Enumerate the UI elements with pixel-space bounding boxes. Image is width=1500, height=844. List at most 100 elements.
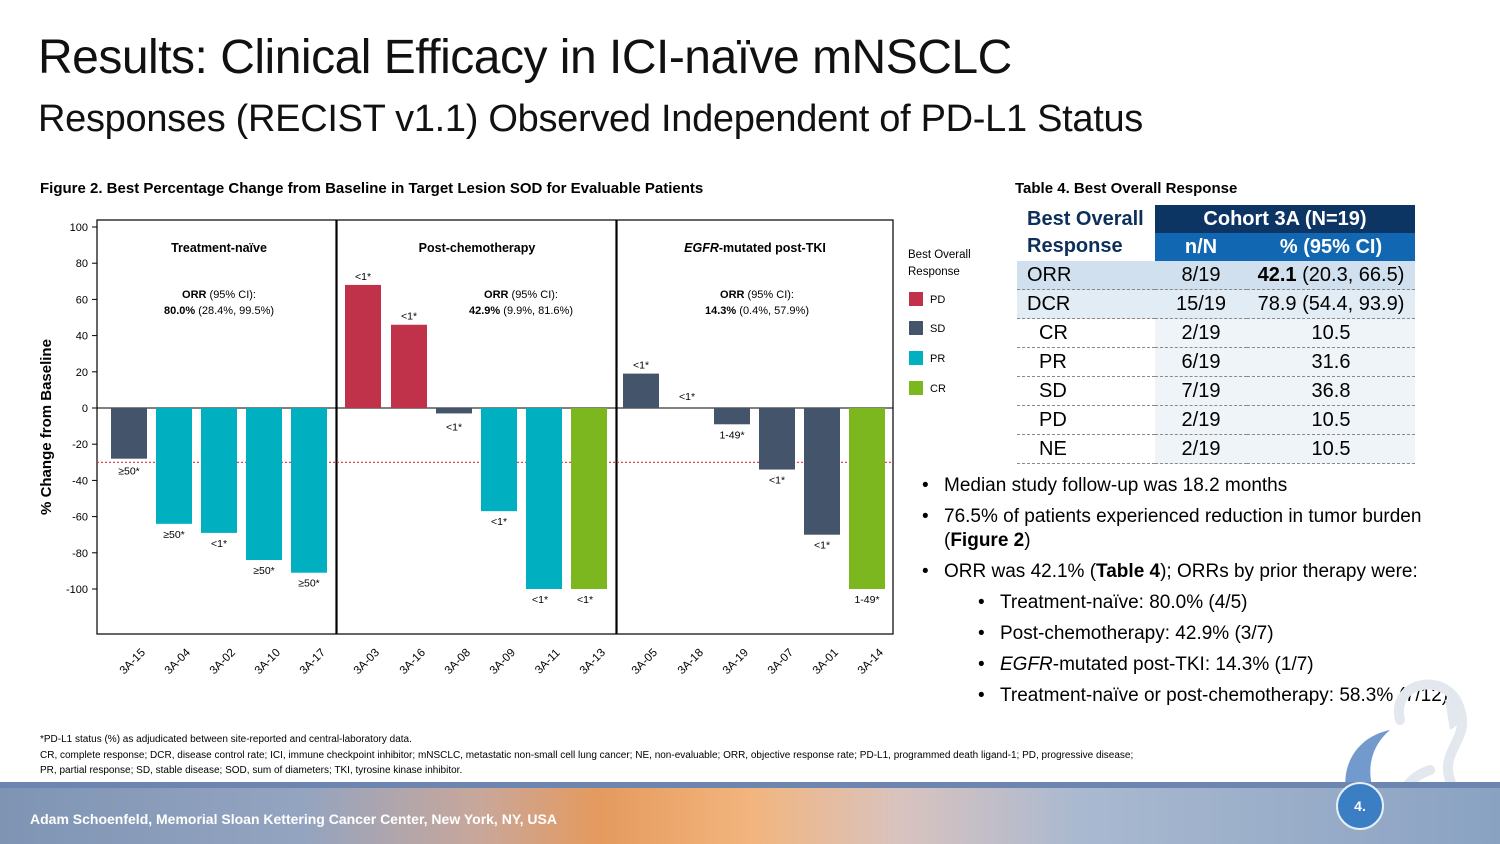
orr-ci: (9.9%, 81.6%) bbox=[500, 305, 573, 317]
bullet-text: Post-chemotherapy: 42.9% (3/7) bbox=[1000, 623, 1274, 644]
row-n: 8/19 bbox=[1155, 261, 1247, 290]
data-label: ≥50* bbox=[163, 529, 185, 541]
y-tick-label: -60 bbox=[72, 512, 88, 524]
y-tick-label: 40 bbox=[76, 331, 88, 343]
legend-title: Best Overall bbox=[908, 249, 971, 261]
legend-swatch-pr bbox=[909, 351, 923, 365]
panel-orr-value: 42.9% (9.9%, 81.6%) bbox=[469, 305, 573, 317]
table-header-left: Best Overall Response bbox=[1017, 205, 1155, 261]
bullet-text: 76.5% of patients experienced reduction … bbox=[944, 506, 1422, 551]
best-overall-response-table: Best Overall Response Cohort 3A (N=19) n… bbox=[1017, 205, 1415, 464]
bar-3A-04 bbox=[156, 408, 192, 524]
data-label: <1* bbox=[532, 594, 548, 606]
panel-orr-value: 14.3% (0.4%, 57.9%) bbox=[705, 305, 809, 317]
bar-3A-01 bbox=[804, 408, 840, 535]
bar-3A-11 bbox=[526, 408, 562, 589]
legend-swatch-cr bbox=[909, 381, 923, 395]
table-title: Table 4. Best Overall Response bbox=[1015, 180, 1238, 197]
table-header-n: n/N bbox=[1155, 233, 1247, 261]
bar-3A-15 bbox=[111, 408, 147, 459]
row-pct-rest: 10.5 bbox=[1311, 321, 1351, 344]
data-label: ≥50* bbox=[118, 466, 140, 478]
row-pct-rest: (20.3, 66.5) bbox=[1296, 263, 1405, 286]
row-n: 2/19 bbox=[1155, 434, 1247, 464]
panel-orr-heading: ORR (95% CI): bbox=[720, 289, 794, 301]
bar-3A-19 bbox=[714, 408, 750, 425]
slide-subtitle: Responses (RECIST v1.1) Observed Indepen… bbox=[38, 98, 1144, 140]
y-tick-label: 0 bbox=[82, 403, 88, 415]
bar-3A-08 bbox=[436, 408, 472, 414]
x-tick-label: 3A-03 bbox=[352, 647, 382, 677]
x-tick-label: 3A-15 bbox=[118, 647, 148, 677]
orr-ci: (28.4%, 99.5%) bbox=[195, 305, 274, 317]
table-header-line1: Best Overall bbox=[1027, 208, 1144, 230]
row-pct-rest: 78.9 (54.4, 93.9) bbox=[1257, 292, 1405, 315]
footnote-abbrev-1: CR, complete response; DCR, disease cont… bbox=[40, 750, 1134, 761]
table-row: PD 2/19 10.5 bbox=[1017, 405, 1415, 435]
table-row: CR 2/19 10.5 bbox=[1017, 318, 1415, 348]
y-tick-label: -40 bbox=[72, 475, 88, 487]
bar-3A-14 bbox=[849, 408, 885, 589]
y-tick-label: 60 bbox=[76, 294, 88, 306]
data-label: <1* bbox=[491, 516, 507, 528]
subbullet-egfr: EGFR-mutated post-TKI: 14.3% (1/7) bbox=[920, 653, 1480, 677]
row-pct: 31.6 bbox=[1247, 347, 1415, 377]
orr-value: 80.0% bbox=[164, 305, 195, 317]
bullet-text: Median study follow-up was 18.2 months bbox=[944, 475, 1288, 496]
bullet-text: Treatment-naïve or post-chemotherapy: 58… bbox=[1000, 685, 1449, 706]
row-pct-rest: 10.5 bbox=[1311, 437, 1351, 460]
x-tick-label: 3A-16 bbox=[398, 647, 428, 677]
bullet-text: Treatment-naïve: 80.0% (4/5) bbox=[1000, 592, 1248, 613]
row-label: PD bbox=[1017, 405, 1155, 435]
y-axis-label: % Change from Baseline bbox=[38, 339, 55, 515]
x-tick-label: 3A-07 bbox=[766, 647, 796, 677]
row-pct-bold: 42.1 bbox=[1257, 263, 1297, 286]
bar-3A-16 bbox=[391, 324, 427, 408]
row-pct: 36.8 bbox=[1247, 376, 1415, 406]
panel-title-text: Treatment-naïve bbox=[171, 241, 267, 255]
y-tick-label: -20 bbox=[72, 439, 88, 451]
y-tick-label: 20 bbox=[76, 367, 88, 379]
key-findings: Median study follow-up was 18.2 months 7… bbox=[920, 474, 1480, 715]
orr-ci-label: (95% CI): bbox=[744, 289, 794, 301]
row-label: ORR bbox=[1017, 261, 1155, 290]
legend-label: SD bbox=[930, 323, 945, 335]
x-tick-label: 3A-19 bbox=[721, 647, 751, 677]
x-tick-label: 3A-04 bbox=[163, 646, 194, 677]
subbullet-postchemo: Post-chemotherapy: 42.9% (3/7) bbox=[920, 622, 1480, 646]
subbullet-combined: Treatment-naïve or post-chemotherapy: 58… bbox=[920, 684, 1480, 708]
bullet-bold: Figure 2 bbox=[950, 530, 1025, 551]
bar-3A-03 bbox=[345, 284, 381, 408]
footer-stripe bbox=[0, 782, 1500, 788]
subbullet-naive: Treatment-naïve: 80.0% (4/5) bbox=[920, 591, 1480, 615]
x-tick-label: 3A-02 bbox=[208, 647, 238, 677]
row-pct-rest: 31.6 bbox=[1311, 350, 1351, 373]
row-n: 2/19 bbox=[1155, 318, 1247, 348]
bar-3A-07 bbox=[759, 408, 795, 470]
x-tick-label: 3A-13 bbox=[578, 647, 608, 677]
panel-frame-2 bbox=[336, 219, 617, 635]
data-label: <1* bbox=[211, 538, 227, 550]
data-label: <1* bbox=[814, 540, 830, 552]
table-row: ORR 8/19 42.1 (20.3, 66.5) bbox=[1017, 261, 1415, 290]
x-tick-label: 3A-01 bbox=[811, 647, 841, 677]
data-label: <1* bbox=[679, 391, 695, 403]
y-tick-label: 100 bbox=[70, 222, 88, 234]
panel-frame-1 bbox=[96, 219, 337, 635]
y-tick-label: -100 bbox=[66, 584, 88, 596]
x-tick-label: 3A-05 bbox=[630, 647, 660, 677]
panel-frame-3 bbox=[616, 219, 894, 635]
data-label: <1* bbox=[401, 311, 417, 323]
bar-3A-02 bbox=[201, 408, 237, 533]
legend-swatch-pd bbox=[909, 292, 923, 306]
bar-3A-10 bbox=[246, 408, 282, 561]
bullet-text: ORR was 42.1% ( bbox=[944, 561, 1097, 582]
bullet-bold: Table 4 bbox=[1096, 561, 1161, 582]
x-tick-label: 3A-10 bbox=[253, 647, 283, 677]
row-pct: 10.5 bbox=[1247, 405, 1415, 435]
panel-orr-value: 80.0% (28.4%, 99.5%) bbox=[164, 305, 274, 317]
data-label: ≥50* bbox=[253, 565, 275, 577]
panel-title: Post-chemotherapy bbox=[419, 241, 536, 255]
row-n: 15/19 bbox=[1155, 289, 1247, 319]
panel-title: EGFR-mutated post-TKI bbox=[684, 241, 826, 255]
